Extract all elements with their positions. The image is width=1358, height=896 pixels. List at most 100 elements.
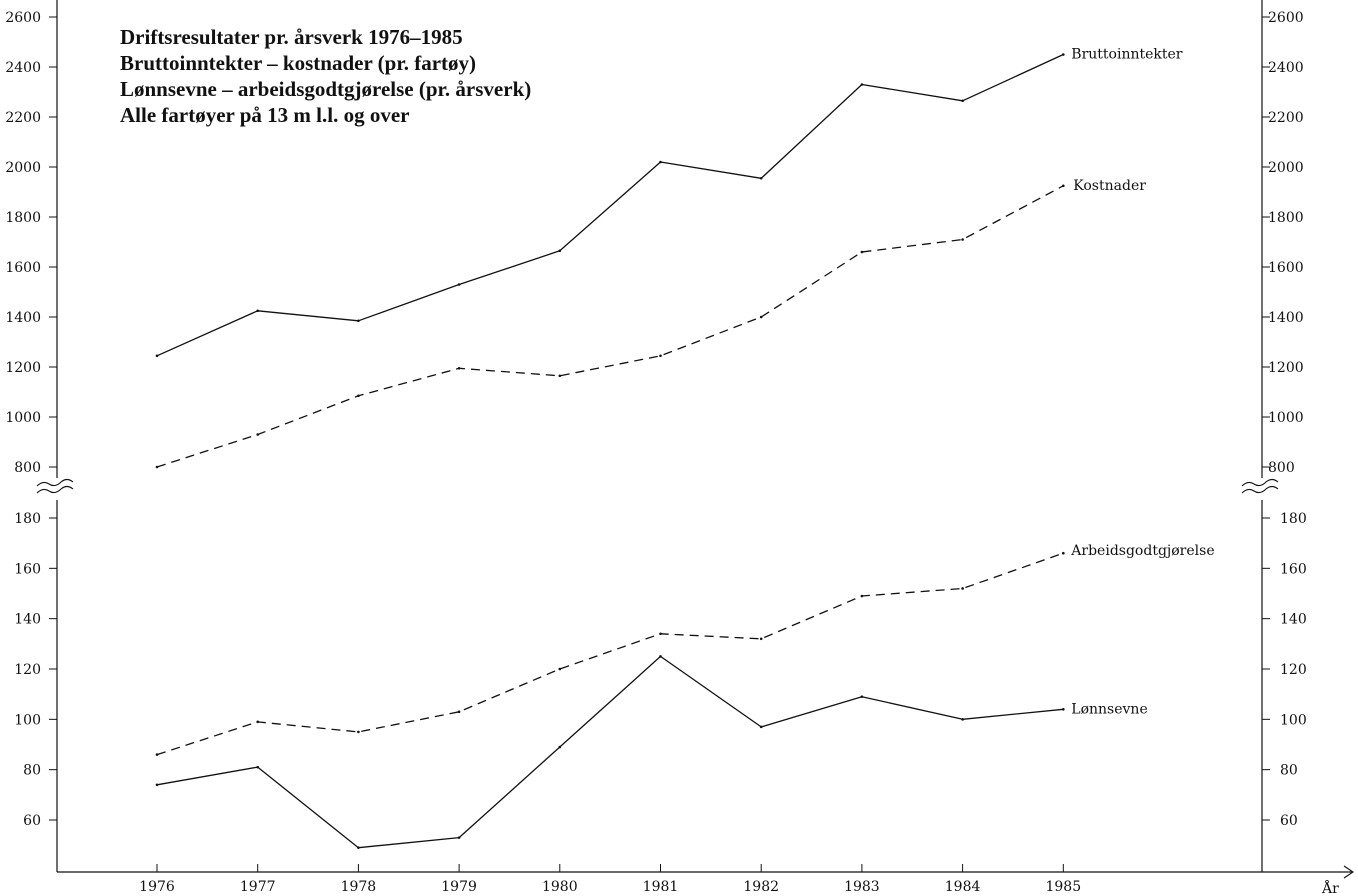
left-axis-break-mark <box>36 485 74 494</box>
series-line-bruttoinntekter <box>156 53 1064 357</box>
y-tick-label-right: 120 <box>1280 662 1307 678</box>
title-line-2: Bruttoinntekter – kostnader (pr. fartøy) <box>120 51 476 75</box>
data-point <box>558 745 562 749</box>
y-tick-label-right: 160 <box>1280 561 1307 577</box>
y-tick-label-left: 100 <box>14 712 41 728</box>
y-tick-label-left: 140 <box>14 612 41 628</box>
y-tick-label-left: 120 <box>14 662 41 678</box>
x-tick-label: 1984 <box>945 879 981 895</box>
series-label-group: Bruttoinntekter Kostnader Arbeidsgodtgjøre… <box>1070 47 1214 718</box>
data-point <box>659 354 662 358</box>
y-tick-label-right: 100 <box>1280 712 1307 728</box>
y-tick-label-right: 2000 <box>1268 160 1304 176</box>
x-tick-label: 1982 <box>743 879 779 895</box>
data-point <box>961 99 964 103</box>
title-line-3: Lønnsevne – arbeidsgodtgjørelse (pr. års… <box>120 77 531 101</box>
series-label: Lønnsevne <box>1071 701 1147 717</box>
data-point <box>256 765 260 769</box>
x-tick-label: 1978 <box>341 879 377 895</box>
data-point <box>961 587 964 590</box>
right-axis-break-mark <box>1241 478 1279 487</box>
data-point <box>256 433 260 436</box>
data-point <box>155 753 159 756</box>
y-tick-label-right: 140 <box>1280 612 1307 628</box>
y-tick-label-left: 1200 <box>5 360 41 376</box>
data-point <box>860 83 864 86</box>
data-point <box>155 354 159 358</box>
y-tick-label-left: 2200 <box>5 110 41 126</box>
data-point <box>860 250 864 254</box>
y-tick-label-left: 2600 <box>5 10 41 26</box>
y-tick-label-right: 60 <box>1280 813 1298 829</box>
y-tick-label-right: 1600 <box>1268 260 1304 276</box>
y-tick-label-right: 2600 <box>1268 10 1304 26</box>
y-tick-label-left: 2000 <box>5 160 41 176</box>
y-tick-label-right: 2400 <box>1268 60 1304 76</box>
data-point <box>256 309 260 313</box>
left-axis-break-mark <box>36 478 74 487</box>
y-tick-label-left: 1400 <box>5 310 41 326</box>
x-tick-label: 1985 <box>1045 879 1081 895</box>
y-tick-label-right: 1800 <box>1268 210 1304 226</box>
data-point <box>759 176 763 180</box>
axes <box>36 0 1354 879</box>
y-tick-label-left: 800 <box>14 460 41 476</box>
y-tick-label-right: 2200 <box>1268 110 1304 126</box>
series-label: Bruttoinntekter <box>1071 47 1182 63</box>
data-point <box>256 720 260 724</box>
y-tick-label-left: 180 <box>14 511 41 527</box>
data-point <box>659 160 662 164</box>
right-axis-break-mark <box>1241 485 1279 494</box>
tick-group: 800 800 1000 1000 1200 1200 1400 1400 1600 1600 18… <box>5 10 1306 895</box>
data-point <box>1062 707 1065 711</box>
data-point <box>659 655 662 658</box>
data-point <box>558 249 562 253</box>
data-point <box>759 725 763 729</box>
y-tick-label-left: 1000 <box>5 410 41 426</box>
data-point <box>357 394 360 398</box>
y-tick-label-left: 160 <box>14 561 41 577</box>
data-point <box>357 846 360 849</box>
data-point <box>558 667 562 671</box>
data-point <box>457 283 461 286</box>
data-point <box>1062 551 1065 555</box>
data-point <box>659 632 662 636</box>
data-point <box>558 374 562 378</box>
series-line-lønnsevne <box>156 655 1064 849</box>
y-tick-label-left: 2400 <box>5 60 41 76</box>
x-axis-label: År <box>1321 879 1339 896</box>
y-tick-label-right: 180 <box>1280 511 1307 527</box>
data-point <box>457 366 461 370</box>
data-point <box>155 465 159 469</box>
x-axis-arrow-icon <box>1343 865 1354 879</box>
x-tick-label: 1981 <box>643 879 679 895</box>
series-label: Arbeidsgodtgjørelse <box>1070 543 1214 559</box>
x-tick-label: 1980 <box>542 879 578 895</box>
y-tick-label-right: 80 <box>1280 763 1298 779</box>
series-line-arbeidsgodtgjørelse <box>156 552 1064 756</box>
data-point <box>1062 184 1065 188</box>
data-point <box>961 238 964 241</box>
data-point <box>457 710 461 714</box>
y-tick-label-right: 1000 <box>1268 410 1304 426</box>
data-point <box>357 730 360 734</box>
data-point <box>457 836 461 839</box>
x-tick-label: 1983 <box>844 879 880 895</box>
data-point <box>961 718 964 721</box>
series-group <box>155 53 1065 849</box>
y-tick-label-right: 1400 <box>1268 310 1304 326</box>
chart-title: Driftsresultater pr. årsverk 1976–1985 B… <box>120 25 531 127</box>
title-line-4: Alle fartøyer på 13 m l.l. og over <box>120 103 409 127</box>
title-line-1: Driftsresultater pr. årsverk 1976–1985 <box>120 25 463 49</box>
data-point <box>860 695 864 698</box>
x-tick-label: 1977 <box>240 879 276 895</box>
y-tick-label-left: 80 <box>23 763 41 779</box>
data-point <box>155 783 159 787</box>
data-point <box>357 319 360 323</box>
y-tick-label-left: 60 <box>23 813 41 829</box>
y-tick-label-right: 800 <box>1268 460 1295 476</box>
x-tick-label: 1979 <box>441 879 477 895</box>
data-point <box>860 594 864 598</box>
series-line-kostnader <box>156 185 1064 468</box>
